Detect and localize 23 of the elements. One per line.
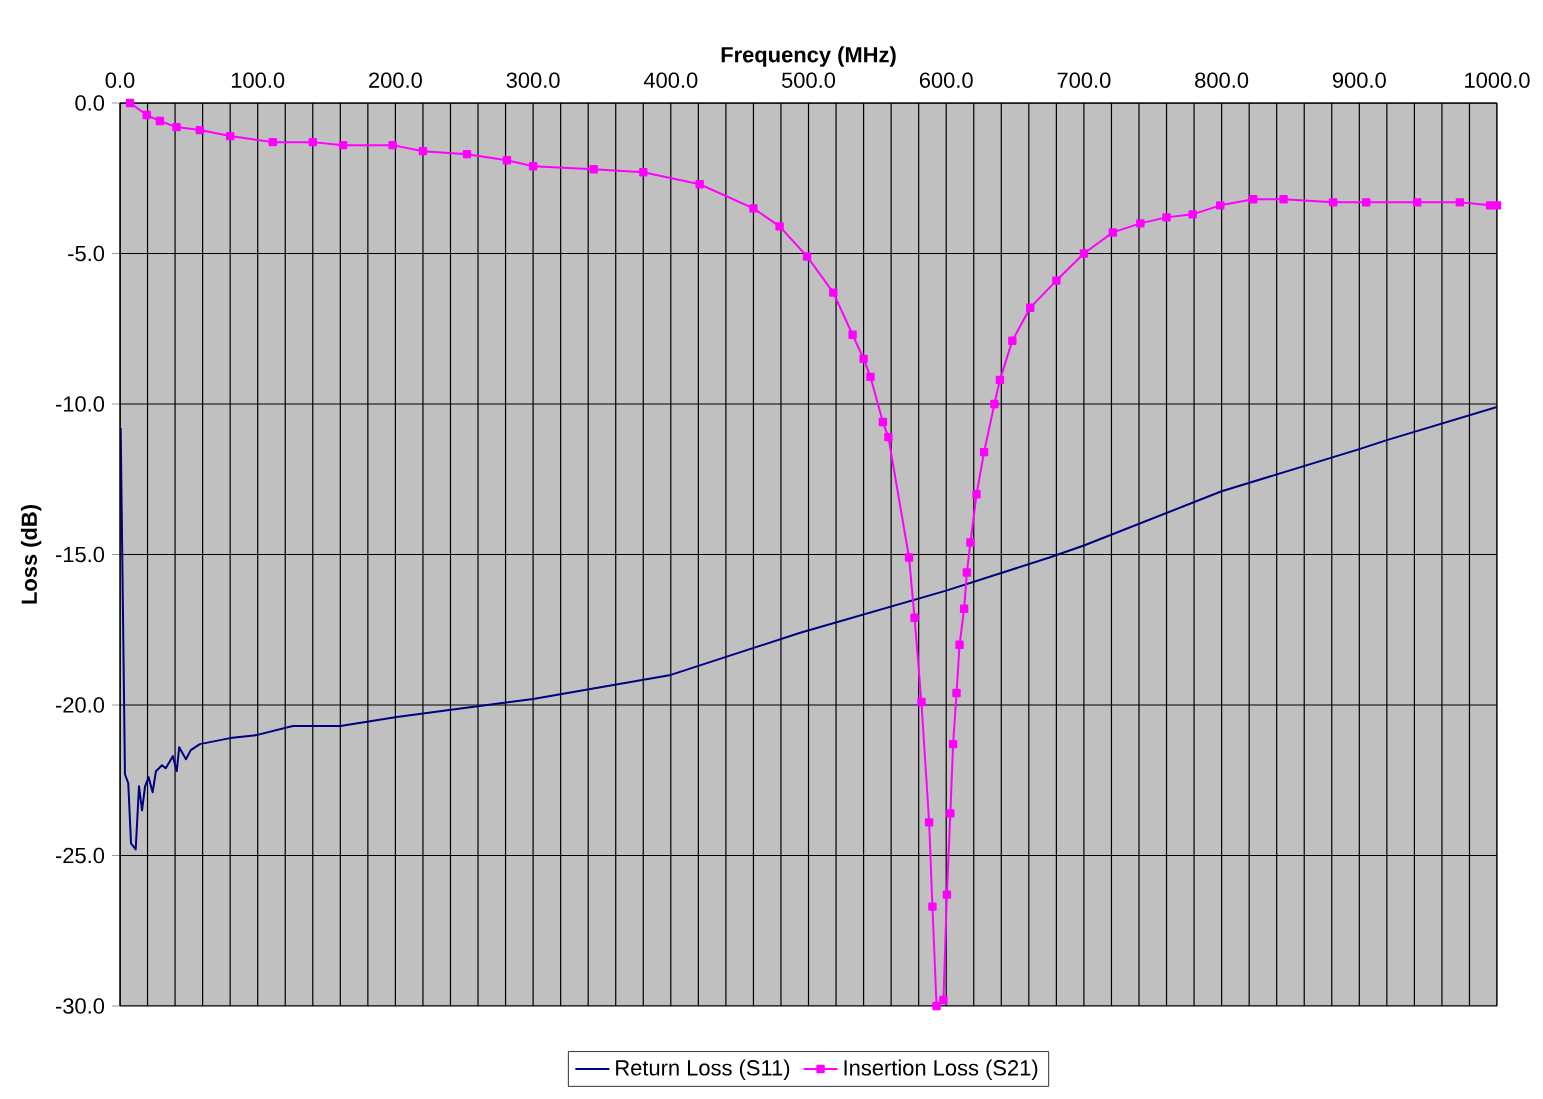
y-tick-label: -15.0 xyxy=(55,546,105,563)
x-tick-label: 900.0 xyxy=(1332,72,1386,88)
line-series xyxy=(120,406,1498,851)
x-tick-label: 500.0 xyxy=(781,72,836,88)
x-axis-title: Frequency (MHz) xyxy=(721,46,896,67)
y-tick-label: -30.0 xyxy=(55,998,105,1014)
y-tick-label: 0.0 xyxy=(75,95,105,111)
y-axis-title: Loss (dB) xyxy=(20,505,42,604)
x-tick-label: 0.0 xyxy=(105,72,135,88)
x-tick-label: 700.0 xyxy=(1057,72,1111,88)
x-tick-label: 800.0 xyxy=(1195,72,1249,88)
legend-label: Return Loss (S11) xyxy=(616,1059,790,1080)
x-tick-label: 100.0 xyxy=(231,72,285,88)
y-tick-label: -20.0 xyxy=(55,697,105,713)
y-tick-label: -10.0 xyxy=(55,396,105,412)
y-tick-label: -25.0 xyxy=(55,847,105,864)
x-tick-label: 1000.0 xyxy=(1465,72,1530,88)
x-tick-label: 200.0 xyxy=(369,72,422,88)
x-tick-label: 300.0 xyxy=(506,72,560,88)
y-tick-label: -5.0 xyxy=(68,245,105,262)
x-tick-label: 600.0 xyxy=(919,72,973,88)
legend-label: Insertion Loss (S21) xyxy=(844,1059,1038,1080)
x-tick-label: 400.0 xyxy=(643,72,698,88)
